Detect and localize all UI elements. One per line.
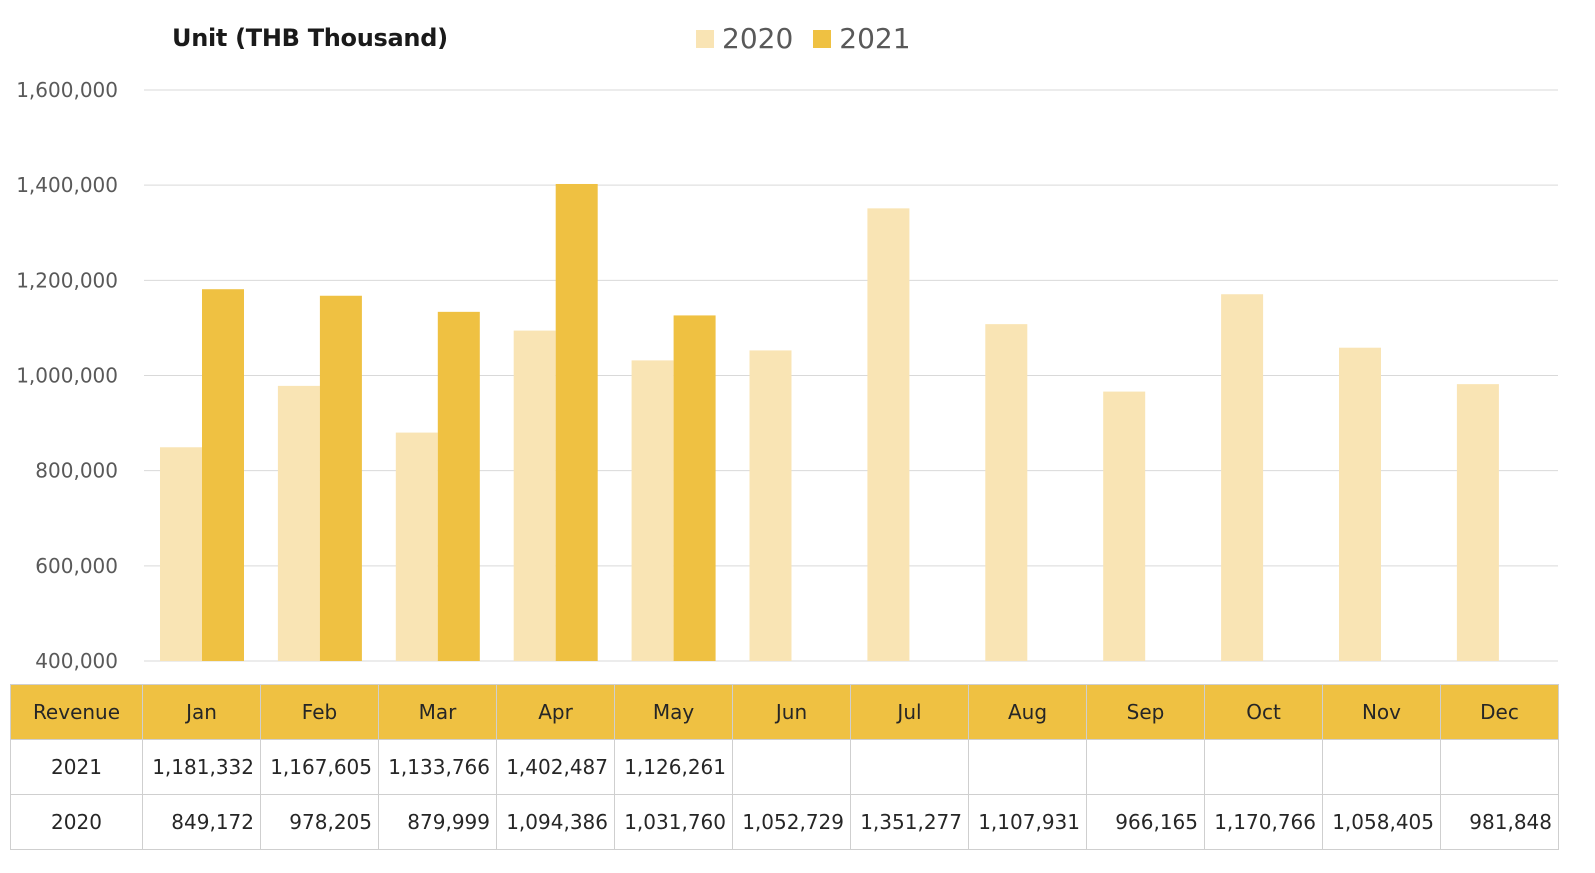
bar-2020-dec [1456,384,1499,661]
legend-label-2021: 2021 [839,22,911,55]
table-header-row: Revenue Jan Feb Mar Apr May Jun Jul Aug Sep Oct No… [10,684,1559,740]
table-cell [1440,739,1559,795]
legend-swatch-2020 [696,29,714,48]
bar-2020-may [631,360,674,661]
table-month-header: May [614,684,733,740]
table-month-header: Jan [142,684,261,740]
table-month-header: Sep [1086,684,1205,740]
table-row-2021: 2021 1,181,332 1,167,605 1,133,766 1,402,487… [10,739,1559,795]
table-month-header: Mar [378,684,497,740]
y-tick-label: 1,400,000 [16,173,118,197]
table-month-header: Apr [496,684,615,740]
revenue-table: Revenue Jan Feb Mar Apr May Jun Jul Aug Sep Oct No… [10,684,1559,850]
y-tick-label: 1,000,000 [16,364,118,388]
bar-plot: 400,000 600,000 800,000 1,000,000 1,200,000 1… [16,78,1558,673]
table-cell: 981,848 [1440,794,1559,850]
table-cell [1086,739,1205,795]
legend-label-2020: 2020 [722,22,794,55]
bar-2020-jul [867,208,910,661]
unit-label: Unit (THB Thousand) [172,24,448,52]
bar-2021-mar [437,311,480,661]
table-cell [850,739,969,795]
table-cell: 1,167,605 [260,739,379,795]
y-tick-label: 400,000 [35,649,118,673]
table-cell [968,739,1087,795]
table-row-label: 2020 [10,794,143,850]
table-row-label: 2021 [10,739,143,795]
table-month-header: Jun [732,684,851,740]
table-month-header: Jul [850,684,969,740]
table-cell: 1,402,487 [496,739,615,795]
chart-legend: 2020 2021 [696,22,911,55]
y-tick-label: 800,000 [35,459,118,483]
table-row-2020: 2020 849,172 978,205 879,999 1,094,386 1,031,… [10,794,1559,850]
legend-item-2021: 2021 [813,22,911,55]
table-cell: 1,126,261 [614,739,733,795]
table-cell: 1,351,277 [850,794,969,850]
table-cell: 849,172 [142,794,261,850]
bar-2020-feb [277,385,320,661]
table-cell: 978,205 [260,794,379,850]
y-tick-label: 1,200,000 [16,268,118,292]
bar-2020-sep [1103,391,1146,661]
table-cell [1204,739,1323,795]
table-corner-label: Revenue [10,684,143,740]
table-cell: 1,094,386 [496,794,615,850]
table-month-header: Nov [1322,684,1441,740]
bar-2020-aug [985,324,1028,661]
table-month-header: Oct [1204,684,1323,740]
bar-2021-apr [555,183,598,661]
table-cell: 1,181,332 [142,739,261,795]
bar-2020-apr [513,330,556,661]
bar-2020-jan [160,447,202,661]
table-cell [1322,739,1441,795]
table-cell: 966,165 [1086,794,1205,850]
bar-2020-oct [1221,294,1264,661]
bar-2021-may [673,315,716,661]
table-cell: 1,133,766 [378,739,497,795]
table-month-header: Aug [968,684,1087,740]
bar-2021-jan [202,289,244,661]
bar-2020-nov [1339,347,1381,661]
bar-2020-mar [395,432,438,661]
legend-item-2020: 2020 [696,22,793,55]
legend-swatch-2021 [813,29,832,48]
table-cell: 1,058,405 [1322,794,1441,850]
table-cell: 879,999 [378,794,497,850]
table-cell [732,739,851,795]
table-cell: 1,031,760 [614,794,733,850]
bar-2020-jun [749,350,792,661]
y-tick-label: 1,600,000 [16,78,118,102]
table-cell: 1,107,931 [968,794,1087,850]
y-tick-label: 600,000 [35,554,118,578]
table-cell: 1,052,729 [732,794,851,850]
table-month-header: Dec [1440,684,1559,740]
bar-2021-feb [319,295,362,661]
table-month-header: Feb [260,684,379,740]
table-cell: 1,170,766 [1204,794,1323,850]
